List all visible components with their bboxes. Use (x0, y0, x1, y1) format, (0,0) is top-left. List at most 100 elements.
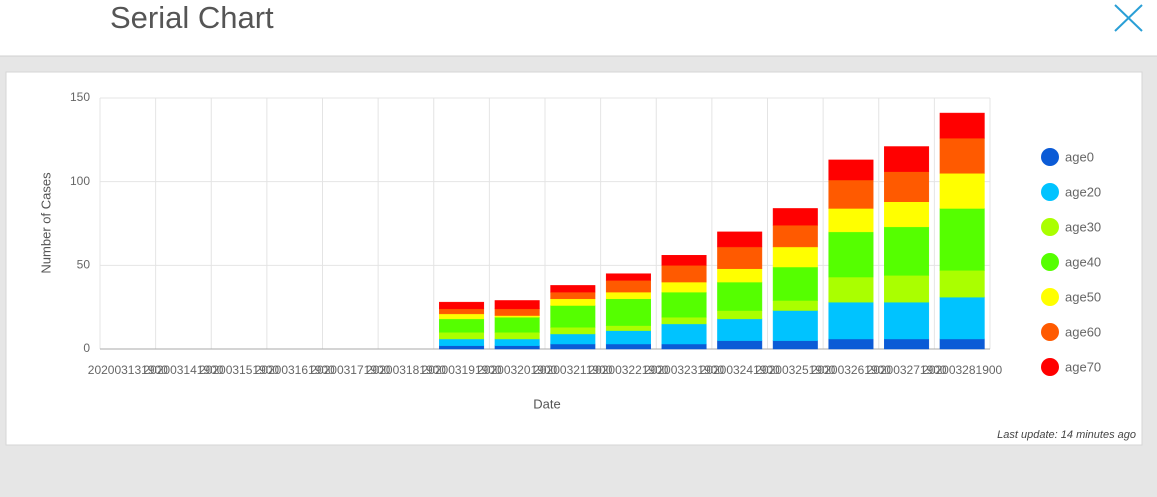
bar-segment (939, 173, 985, 209)
bar-segment (494, 308, 540, 316)
bar-segment (939, 296, 985, 340)
bar-segment (550, 298, 596, 306)
bar-segment (772, 310, 818, 341)
y-tick-label: 0 (83, 341, 90, 355)
x-tick-label: 202003241900 (700, 363, 780, 377)
header-bar (0, 0, 1157, 56)
header-title: Serial Chart (110, 0, 274, 35)
bar-segment (550, 305, 596, 328)
bar-segment (939, 338, 985, 350)
bar-segment (550, 285, 596, 293)
bar-segment (717, 268, 763, 283)
bar-segment (605, 325, 651, 331)
bar-segment (605, 343, 651, 350)
x-tick-label: 202003181900 (366, 363, 446, 377)
x-tick-label: 202003261900 (811, 363, 891, 377)
legend-swatch (1041, 148, 1059, 166)
bar-segment (494, 345, 540, 350)
x-tick-label: 202003171900 (310, 363, 390, 377)
bar-segment (772, 246, 818, 268)
bar-segment (772, 224, 818, 248)
bar-segment (605, 291, 651, 300)
legend-label: age0 (1065, 149, 1094, 164)
bar-segment (605, 330, 651, 345)
bar-segment (661, 291, 707, 318)
bar-segment (439, 313, 485, 320)
legend-label: age60 (1065, 324, 1101, 339)
x-tick-label: 202003231900 (644, 363, 724, 377)
legend-swatch (1041, 218, 1059, 236)
y-tick-label: 150 (70, 90, 90, 104)
bar-segment (494, 338, 540, 346)
bar-segment (439, 301, 485, 310)
x-tick-label: 202003141900 (143, 363, 223, 377)
bar-segment (550, 333, 596, 345)
x-tick-label: 202003281900 (922, 363, 1002, 377)
bar-segment (828, 208, 874, 233)
legend-label: age30 (1065, 219, 1101, 234)
bar-segment (661, 255, 707, 266)
bar-segment (828, 231, 874, 278)
bar-segment (605, 280, 651, 293)
bar-segment (550, 326, 596, 335)
bar-segment (494, 316, 540, 333)
bar-segment (939, 137, 985, 174)
bar-segment (884, 338, 930, 350)
bar-segment (661, 265, 707, 283)
bar-segment (717, 310, 763, 320)
x-tick-label: 202003201900 (477, 363, 557, 377)
bar-segment (772, 340, 818, 350)
bar-segment (884, 171, 930, 202)
y-tick-label: 100 (70, 174, 90, 188)
x-tick-label: 202003271900 (867, 363, 947, 377)
bar-segment (939, 270, 985, 298)
bar-segment (828, 276, 874, 303)
plot: 0501001502020031319002020031419002020031… (70, 90, 1101, 377)
y-axis-label: Number of Cases (38, 172, 53, 274)
bar-segment (828, 179, 874, 209)
bar-segment (439, 345, 485, 350)
y-tick-label: 50 (77, 258, 91, 272)
bar-segment (772, 208, 818, 226)
bar-segment (939, 112, 985, 139)
bar-segment (494, 300, 540, 310)
bar-segment (717, 318, 763, 341)
legend-label: age20 (1065, 184, 1101, 199)
bar-segment (439, 318, 485, 333)
x-tick-label: 202003131900 (88, 363, 168, 377)
x-tick-label: 202003221900 (588, 363, 668, 377)
bar-segment (884, 201, 930, 228)
bar-segment (884, 146, 930, 172)
x-axis-label: Date (533, 396, 560, 411)
last-update: Last update: 14 minutes ago (997, 429, 1136, 441)
bar-segment (494, 332, 540, 340)
bar-segment (661, 281, 707, 293)
x-tick-label: 202003151900 (199, 363, 279, 377)
x-tick-label: 202003161900 (255, 363, 335, 377)
legend-swatch (1041, 358, 1059, 376)
close-button[interactable] (1114, 4, 1143, 32)
legend-swatch (1041, 323, 1059, 341)
bar-segment (717, 340, 763, 350)
bar-segment (439, 308, 485, 315)
bar-segment (828, 338, 874, 350)
bar-segment (439, 332, 485, 340)
bar-segment (828, 301, 874, 340)
bar-segment (772, 300, 818, 311)
bar-segment (717, 231, 763, 248)
bar-segment (828, 159, 874, 181)
legend-label: age70 (1065, 359, 1101, 374)
bar-segment (661, 316, 707, 325)
x-tick-label: 202003251900 (755, 363, 835, 377)
bar-segment (494, 315, 540, 318)
legend-swatch (1041, 183, 1059, 201)
bar-segment (772, 266, 818, 301)
x-tick-label: 202003211900 (533, 363, 613, 377)
bar-segment (884, 301, 930, 340)
bar-segment (884, 226, 930, 276)
bar-segment (550, 343, 596, 350)
bar-segment (550, 291, 596, 300)
legend-swatch (1041, 253, 1059, 271)
legend-swatch (1041, 288, 1059, 306)
legend-label: age40 (1065, 254, 1101, 269)
